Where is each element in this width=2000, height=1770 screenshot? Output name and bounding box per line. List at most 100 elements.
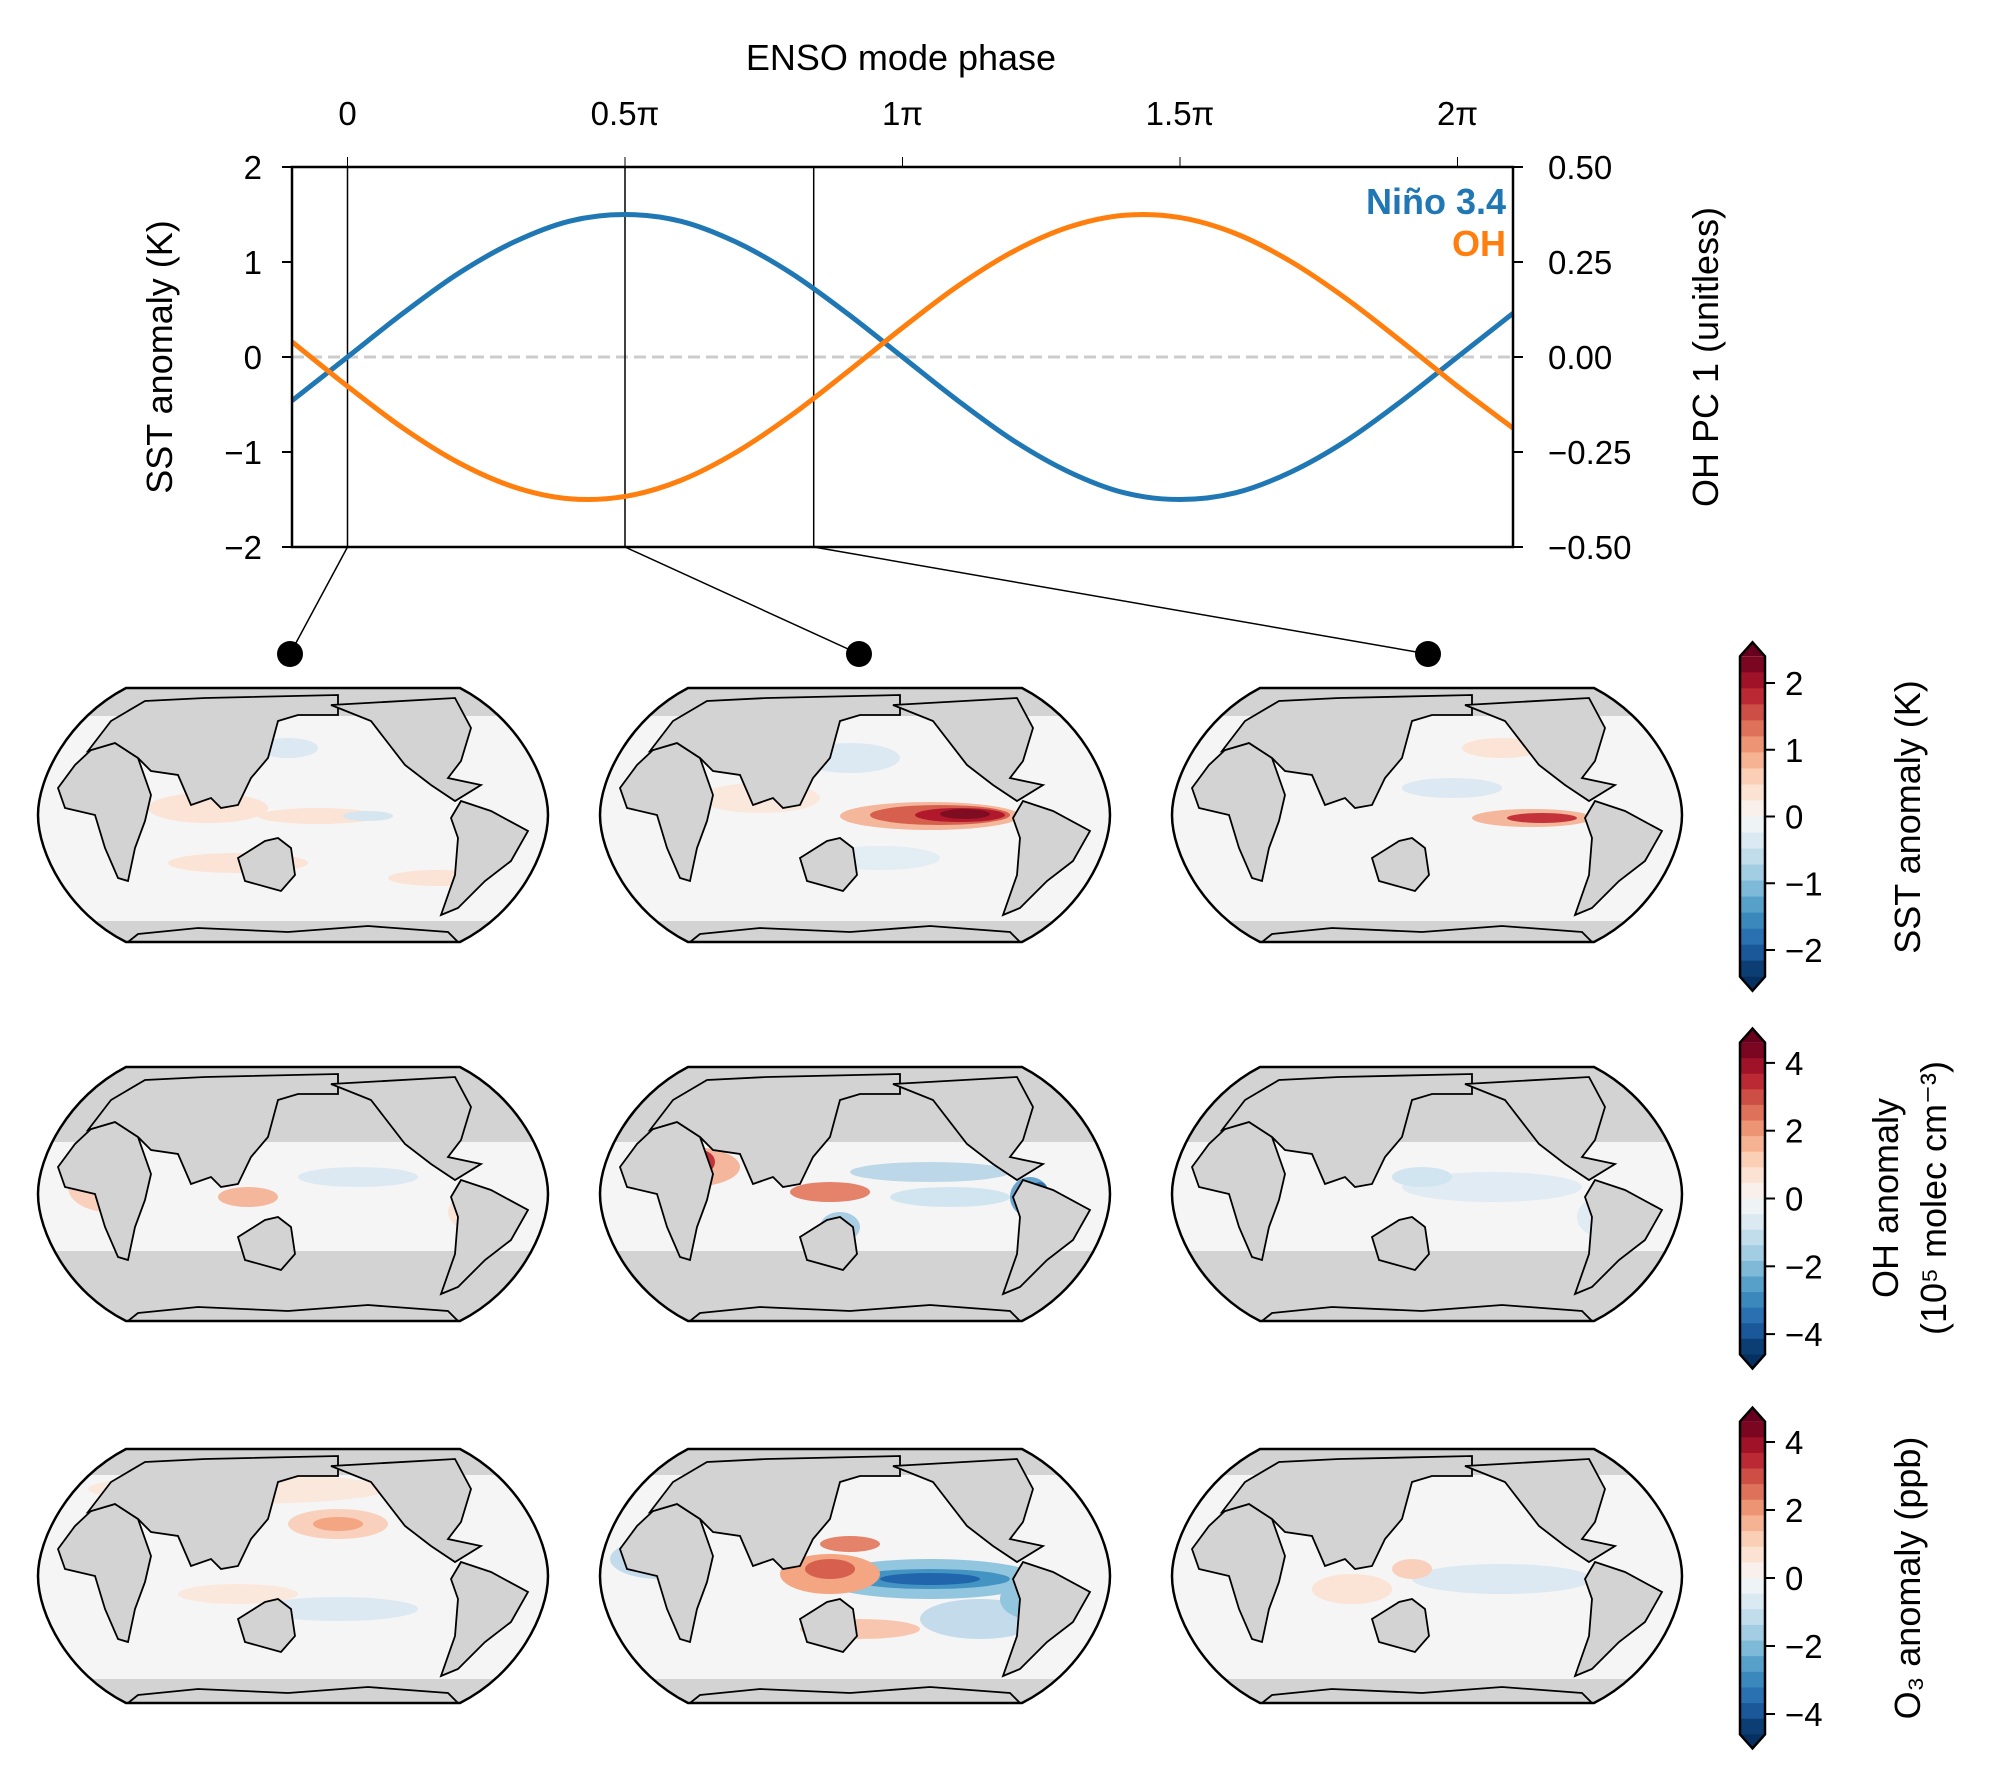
colorbar-band (1740, 816, 1765, 834)
colorbar-tick-label: −2 (1785, 932, 1823, 969)
continent (85, 1073, 339, 1188)
colorbar-extend-max (1740, 1028, 1765, 1043)
colorbar-frame (1738, 1026, 1767, 1371)
map-oh-3 (1170, 1065, 1684, 1323)
colorbar-band (1740, 736, 1765, 754)
colorbar-tick-label: −4 (1785, 1696, 1823, 1733)
colorbar-band (1740, 688, 1765, 705)
y-tick-label-right: 0.00 (1548, 339, 1612, 376)
colorbar-band (1740, 1640, 1765, 1657)
connector-line (624, 546, 860, 655)
legend-nino34: Niño 3.4 (1366, 181, 1506, 222)
y-tick-label-left: −1 (224, 434, 262, 471)
continent (125, 1686, 461, 1703)
y-tick-label-left: 0 (244, 339, 262, 376)
continent (439, 799, 530, 917)
continent (1370, 1598, 1430, 1654)
y-tick-label-left: 2 (244, 149, 262, 186)
colorbar-band (1740, 704, 1765, 721)
colorbar-band (1740, 928, 1765, 946)
colorbar-band (1740, 1198, 1765, 1215)
colorbar-band (1740, 880, 1765, 898)
colorbar-band (1740, 1058, 1765, 1075)
anomaly-contour (805, 1559, 855, 1579)
y-tick-label-right: −0.25 (1548, 434, 1632, 471)
continent (647, 1455, 901, 1570)
continent (125, 1304, 461, 1321)
continent (439, 1178, 530, 1296)
connector-line (289, 546, 349, 655)
continent (1259, 925, 1595, 942)
continent (1219, 694, 1473, 809)
map-content (38, 1067, 548, 1321)
colorbar-band (1740, 1562, 1765, 1579)
colorbar-extend-min (1740, 1734, 1765, 1749)
anomaly-contour (1312, 1574, 1392, 1604)
colorbar-band (1740, 1260, 1765, 1278)
colorbar-band (1740, 960, 1765, 978)
x-tick-label: 0.5π (591, 95, 660, 132)
continent (1464, 1458, 1618, 1564)
colorbar-band (1740, 1468, 1765, 1485)
connector-line (813, 546, 1429, 655)
continent (798, 1216, 858, 1272)
continent (687, 925, 1023, 942)
continent (892, 697, 1046, 803)
colorbar-oh: −4 −2 0 2 4 (1738, 1026, 1823, 1371)
map-o3-3 (1170, 1447, 1684, 1705)
colorbar-extend-max (1740, 1407, 1765, 1422)
anomaly-contour (343, 811, 393, 821)
colorbar-tick-label: 4 (1785, 1424, 1803, 1461)
colorbar-band (1740, 1323, 1765, 1340)
map-o3-2 (598, 1447, 1112, 1705)
colorbar-band (1740, 1136, 1765, 1153)
map-content (38, 1449, 548, 1703)
colorbar-band (1740, 784, 1765, 802)
colorbar-band (1740, 896, 1765, 914)
colorbar-label-oh-line1: OH anomaly (1865, 1098, 1906, 1298)
continent (1464, 697, 1618, 803)
line-plot: 0 0.5π 1π 1.5π 2π −2 −1 0 1 2 −0.50 −0.25 0.00 0.25 0.… (224, 95, 1632, 667)
map-outline (1170, 1447, 1684, 1705)
colorbar-band (1740, 1042, 1765, 1059)
colorbar-band (1740, 912, 1765, 930)
colorbar-tick-label: 0 (1785, 799, 1803, 836)
legend-oh: OH (1452, 223, 1506, 264)
y-tick-label-left: 1 (244, 244, 262, 281)
colorbar-band (1740, 1593, 1765, 1610)
colorbar-band (1740, 1531, 1765, 1548)
colorbar-tick-label: 2 (1785, 1492, 1803, 1529)
continent (439, 1560, 530, 1678)
colorbar-band (1740, 1515, 1765, 1532)
continent (1573, 1560, 1664, 1678)
colorbar-tick-label: −4 (1785, 1316, 1823, 1353)
colorbar-band (1740, 1292, 1765, 1309)
colorbar-label-o3: O₃ anomaly (ppb) (1887, 1437, 1928, 1720)
anomaly-contour (258, 808, 378, 824)
colorbar-band (1740, 832, 1765, 850)
continent (330, 1076, 484, 1182)
anomaly-contour (890, 1187, 1010, 1207)
colorbar-band (1740, 1338, 1765, 1356)
y-tick-label-right: 0.50 (1548, 149, 1612, 186)
x-tick-label: 0 (338, 95, 356, 132)
colorbar-band (1740, 720, 1765, 737)
colorbar-band (1740, 1245, 1765, 1262)
colorbar-band (1740, 752, 1765, 770)
colorbar-band (1740, 1214, 1765, 1231)
colorbar-sst: −2 −1 0 1 2 (1738, 640, 1823, 993)
colorbar-band (1740, 1609, 1765, 1626)
x-tick-label: 2π (1437, 95, 1478, 132)
anomaly-contour (258, 738, 318, 758)
continent (647, 1073, 901, 1188)
colorbar-band (1740, 1671, 1765, 1689)
continent (1219, 1455, 1473, 1570)
colorbar-band (1740, 1484, 1765, 1501)
phase-marker-dot (277, 641, 303, 667)
map-content (1172, 1067, 1682, 1321)
map-panels (36, 686, 1684, 1705)
map-content (1172, 688, 1682, 942)
colorbar-band (1740, 1120, 1765, 1137)
colorbar-extend-min (1740, 976, 1765, 991)
colorbar-band (1740, 1687, 1765, 1704)
